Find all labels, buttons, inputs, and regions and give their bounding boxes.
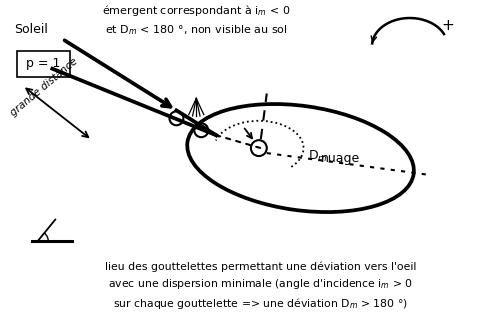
Text: p = 1: p = 1 — [26, 57, 60, 70]
Text: grande distance: grande distance — [9, 56, 80, 118]
Text: lieu des gouttelettes permettant une déviation vers l'oeil
avec une dispersion m: lieu des gouttelettes permettant une dév… — [105, 261, 417, 311]
Text: Soleil: Soleil — [14, 23, 48, 36]
Text: émergent correspondant à i$_m$ < 0
et D$_m$ < 180 °, non visible au sol: émergent correspondant à i$_m$ < 0 et D$… — [102, 3, 290, 37]
Text: D$_m$: D$_m$ — [309, 148, 328, 164]
Text: nuage: nuage — [321, 151, 360, 165]
Text: +: + — [441, 18, 454, 33]
